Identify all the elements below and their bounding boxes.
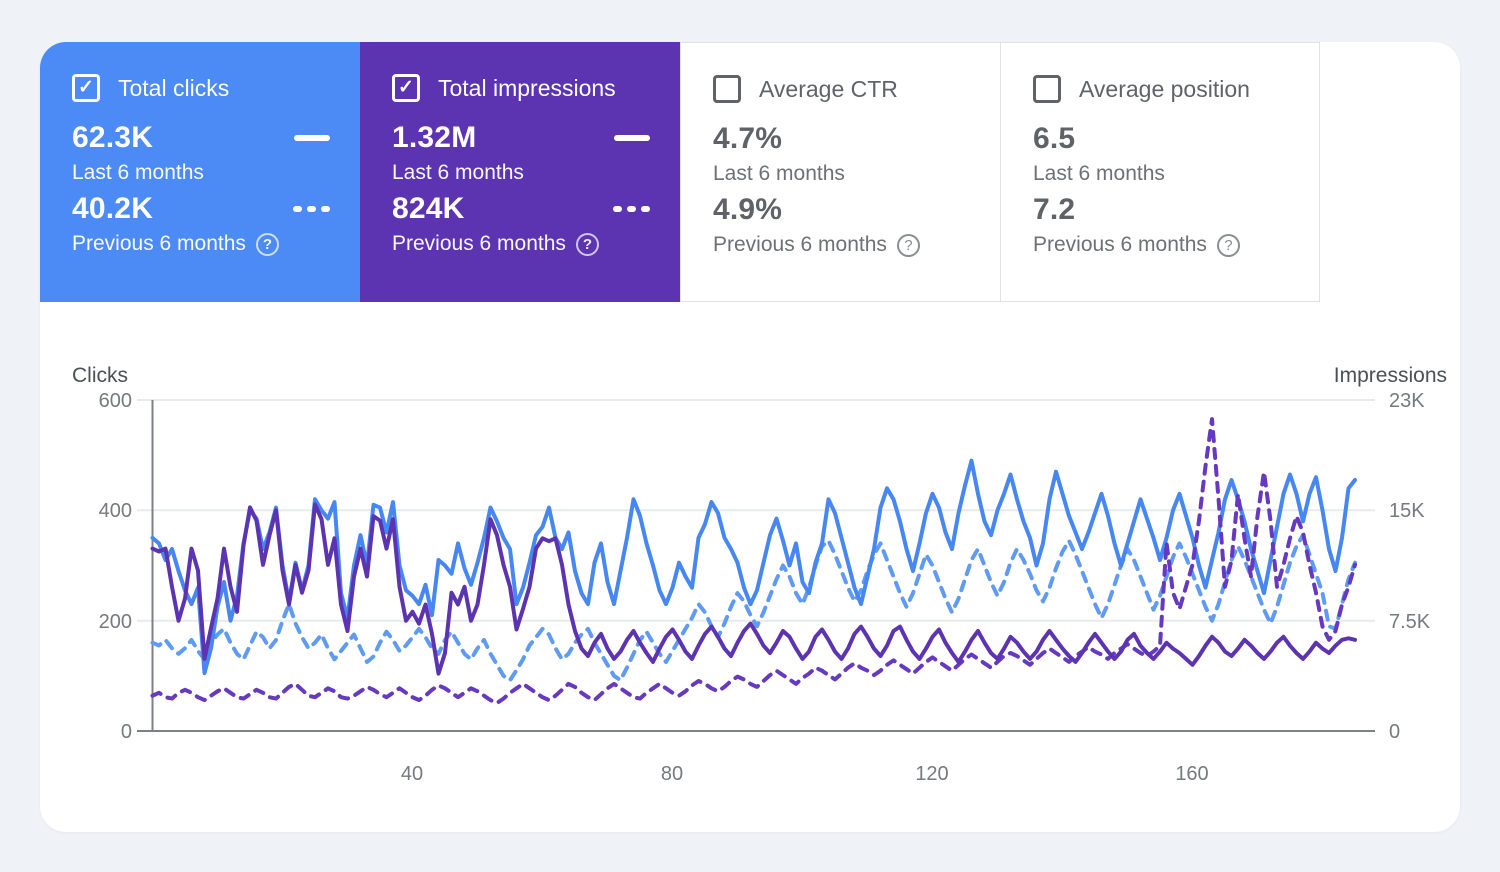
x-tick-80: 80 bbox=[661, 763, 683, 785]
help-icon[interactable]: ? bbox=[896, 233, 920, 257]
performance-chart[interactable]: Clicks Impressions 600 400 200 0 23K 15K… bbox=[40, 342, 1460, 832]
help-icon[interactable]: ? bbox=[575, 232, 599, 256]
help-icon[interactable]: ? bbox=[1216, 233, 1240, 257]
previous-value: 40.2K bbox=[72, 192, 154, 225]
left-tick-600: 600 bbox=[99, 390, 132, 412]
card-label: Average position bbox=[1079, 75, 1250, 102]
right-tick-7.5k: 7.5K bbox=[1389, 611, 1431, 633]
right-tick-0: 0 bbox=[1389, 721, 1400, 743]
solid-line-legend-mark bbox=[614, 135, 650, 141]
card-header: Average CTR bbox=[713, 73, 970, 105]
card-header: ✓ Total clicks bbox=[72, 72, 330, 104]
card-label: Total impressions bbox=[438, 74, 616, 101]
right-tick-23k: 23K bbox=[1389, 390, 1425, 412]
metric-cards-row: ✓ Total clicks 62.3K Last 6 months 40.2K… bbox=[40, 42, 1320, 302]
series-clicks-current bbox=[150, 458, 1357, 676]
x-tick-40: 40 bbox=[401, 763, 423, 785]
current-period-label: Last 6 months bbox=[72, 161, 204, 184]
current-period-label: Last 6 months bbox=[1033, 162, 1165, 185]
checkmark-icon: ✓ bbox=[398, 76, 414, 98]
previous-value: 7.2 bbox=[1033, 193, 1076, 226]
checkbox-total-impressions[interactable]: ✓ bbox=[392, 74, 420, 102]
metric-card-average-ctr[interactable]: Average CTR 4.7% Last 6 months 4.9% Prev… bbox=[680, 42, 1000, 302]
solid-line-legend-mark bbox=[294, 135, 330, 141]
left-tick-0: 0 bbox=[121, 721, 132, 743]
x-tick-160: 160 bbox=[1175, 763, 1208, 785]
card-label: Total clicks bbox=[118, 74, 230, 101]
series-lines bbox=[150, 417, 1357, 705]
dashed-line-legend-mark bbox=[293, 206, 330, 212]
current-value: 1.32M bbox=[392, 121, 477, 154]
x-tick-120: 120 bbox=[915, 763, 948, 785]
performance-panel: ✓ Total clicks 62.3K Last 6 months 40.2K… bbox=[40, 42, 1460, 832]
current-period-label: Last 6 months bbox=[713, 162, 845, 185]
series-impressions-previous bbox=[150, 417, 1357, 705]
left-tick-400: 400 bbox=[99, 500, 132, 522]
previous-period-label: Previous 6 months bbox=[392, 232, 566, 255]
right-axis-title: Impressions bbox=[1334, 364, 1447, 387]
previous-value: 4.9% bbox=[713, 193, 783, 226]
series-impressions-current bbox=[150, 502, 1357, 676]
current-value: 6.5 bbox=[1033, 122, 1076, 155]
right-tick-15k: 15K bbox=[1389, 500, 1425, 522]
current-value: 62.3K bbox=[72, 121, 154, 154]
series-clicks-previous bbox=[150, 533, 1357, 683]
checkmark-icon: ✓ bbox=[78, 76, 94, 98]
previous-period-label: Previous 6 months bbox=[72, 232, 246, 255]
left-tick-200: 200 bbox=[99, 611, 132, 633]
previous-period-label: Previous 6 months bbox=[1033, 233, 1207, 256]
help-icon[interactable]: ? bbox=[255, 232, 279, 256]
previous-period-label: Previous 6 months bbox=[713, 233, 887, 256]
checkbox-average-ctr[interactable] bbox=[713, 75, 741, 103]
card-header: ✓ Total impressions bbox=[392, 72, 650, 104]
card-header: Average position bbox=[1033, 73, 1289, 105]
checkbox-average-position[interactable] bbox=[1033, 75, 1061, 103]
metric-card-average-position[interactable]: Average position 6.5 Last 6 months 7.2 P… bbox=[1000, 42, 1320, 302]
dashed-line-legend-mark bbox=[613, 206, 650, 212]
checkbox-total-clicks[interactable]: ✓ bbox=[72, 74, 100, 102]
card-label: Average CTR bbox=[759, 75, 898, 102]
previous-value: 824K bbox=[392, 192, 465, 225]
metric-card-total-impressions[interactable]: ✓ Total impressions 1.32M Last 6 months … bbox=[360, 42, 680, 302]
metric-card-total-clicks[interactable]: ✓ Total clicks 62.3K Last 6 months 40.2K… bbox=[40, 42, 360, 302]
current-value: 4.7% bbox=[713, 122, 783, 155]
current-period-label: Last 6 months bbox=[392, 161, 524, 184]
left-axis-title: Clicks bbox=[72, 364, 128, 387]
